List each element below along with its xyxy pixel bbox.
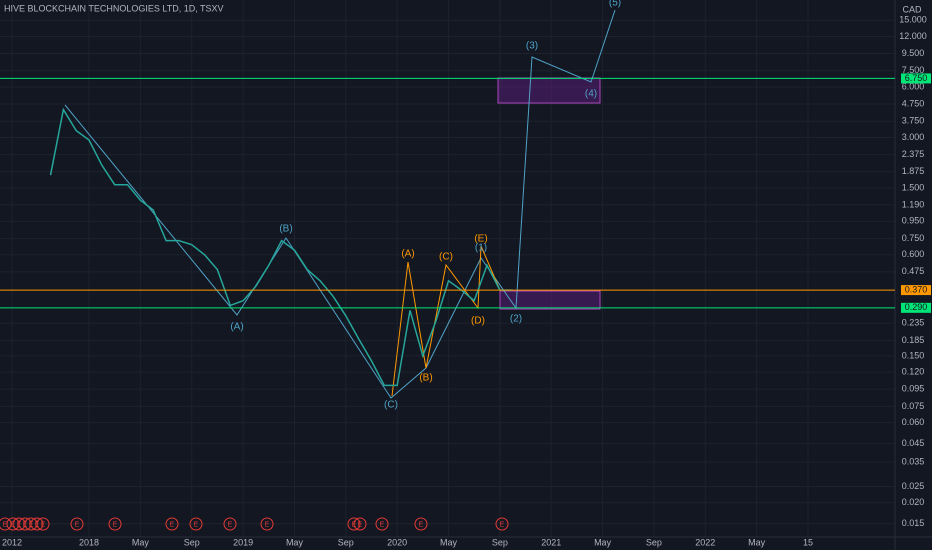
y-tick-label: 0.075 xyxy=(902,401,925,411)
earnings-label: E xyxy=(228,521,233,528)
y-tick-label: 2.375 xyxy=(902,149,925,159)
earnings-marker xyxy=(347,517,361,531)
wave-label: (D) xyxy=(471,316,485,327)
earnings-label: E xyxy=(358,521,363,528)
price-line xyxy=(49,107,513,387)
earnings-marker xyxy=(375,517,389,531)
wave-label: (E) xyxy=(474,234,487,245)
y-tick-label: 0.150 xyxy=(902,350,925,360)
y-tick-label: 1.190 xyxy=(902,199,925,209)
x-tick-label: May xyxy=(594,537,612,547)
level-label: 6.750 xyxy=(905,73,928,83)
x-tick-label: 2018 xyxy=(79,537,99,547)
earnings-marker xyxy=(30,517,44,531)
x-tick-label: 2022 xyxy=(695,537,715,547)
earnings-label: E xyxy=(3,521,8,528)
y-tick-label: 9.500 xyxy=(902,48,925,58)
x-tick-label: 2020 xyxy=(387,537,407,547)
y-tick-label: 0.095 xyxy=(902,384,925,394)
y-tick-label: 0.060 xyxy=(902,417,925,427)
y-tick-label: 0.015 xyxy=(902,518,925,528)
wave-label: (C) xyxy=(384,400,398,411)
level-tag xyxy=(901,73,931,84)
y-tick-label: 15.000 xyxy=(899,15,927,25)
earnings-marker xyxy=(0,517,12,531)
x-tick-label: 15 xyxy=(803,537,813,547)
x-tick-label: May xyxy=(440,537,458,547)
wave-label: (A) xyxy=(230,322,243,333)
target-zone xyxy=(497,77,601,104)
wave-line-orange xyxy=(391,245,501,397)
y-tick-label: 0.600 xyxy=(902,249,925,259)
earnings-label: E xyxy=(380,521,385,528)
wave-label: (C) xyxy=(439,252,453,263)
earnings-label: E xyxy=(265,521,270,528)
support-zone xyxy=(499,290,601,310)
y-tick-label: 4.750 xyxy=(902,98,925,108)
y-tick-label: 0.185 xyxy=(902,335,925,345)
y-tick-label: 0.475 xyxy=(902,266,925,276)
earnings-marker xyxy=(165,517,179,531)
wave-label: (B) xyxy=(279,224,292,235)
x-tick-label: May xyxy=(748,537,766,547)
wave-label: (4) xyxy=(585,89,597,100)
y-tick-label: 0.750 xyxy=(902,233,925,243)
grid xyxy=(0,0,895,537)
y-tick-label: 12.000 xyxy=(899,31,927,41)
wave-label: (B) xyxy=(419,373,432,384)
x-tick-label: 2021 xyxy=(541,537,561,547)
currency: CAD xyxy=(902,4,922,14)
earnings-marker xyxy=(70,517,84,531)
wave-label: (1) xyxy=(475,243,487,254)
level-tag xyxy=(901,302,931,313)
earnings-marker xyxy=(36,517,50,531)
earnings-marker xyxy=(260,517,274,531)
y-tick-label: 3.000 xyxy=(902,132,925,142)
x-tick-label: 2012 xyxy=(2,537,22,547)
y-tick-label: 1.875 xyxy=(902,166,925,176)
y-tick-label: 0.025 xyxy=(902,481,925,491)
wave-label: (3) xyxy=(526,41,538,52)
earnings-marker xyxy=(223,517,237,531)
y-tick-label: 0.950 xyxy=(902,216,925,226)
earnings-marker xyxy=(353,517,367,531)
chart-title: HIVE BLOCKCHAIN TECHNOLOGIES LTD, 1D, TS… xyxy=(4,3,224,13)
wave-label: (5) xyxy=(609,0,621,9)
earnings-label: E xyxy=(41,521,46,528)
earnings-label: E xyxy=(170,521,175,528)
plot xyxy=(49,107,513,387)
y-tick-label: 0.120 xyxy=(902,367,925,377)
earnings-marker xyxy=(495,517,509,531)
y-tick-label: 7.500 xyxy=(902,65,925,75)
level-label: 0.370 xyxy=(905,284,928,294)
y-tick-label: 0.020 xyxy=(902,497,925,507)
earnings-label: E xyxy=(194,521,199,528)
y-tick-label: 3.750 xyxy=(902,116,925,126)
y-tick-label: 0.045 xyxy=(902,438,925,448)
level-tag xyxy=(901,285,931,296)
earnings-label: E xyxy=(113,521,118,528)
x-tick-label: Sep xyxy=(338,537,354,547)
earnings-marker xyxy=(414,517,428,531)
earnings-label: E xyxy=(419,521,424,528)
y-tick-label: 1.500 xyxy=(902,182,925,192)
wave-label: (A) xyxy=(401,249,414,260)
x-tick-label: Sep xyxy=(492,537,508,547)
y-tick-label: 0.235 xyxy=(902,318,925,328)
earnings-marker xyxy=(108,517,122,531)
y-tick-label: 6.000 xyxy=(902,81,925,91)
y-tick-label: 0.035 xyxy=(902,456,925,466)
earnings-label: E xyxy=(75,521,80,528)
x-tick-label: Sep xyxy=(646,537,662,547)
earnings-marker xyxy=(189,517,203,531)
x-tick-label: May xyxy=(286,537,304,547)
earnings-label: E xyxy=(500,521,505,528)
x-tick-label: May xyxy=(132,537,150,547)
wave-label: (2) xyxy=(510,314,522,325)
x-tick-label: Sep xyxy=(184,537,200,547)
level-label: 0.290 xyxy=(905,302,928,312)
x-tick-label: 2019 xyxy=(233,537,253,547)
